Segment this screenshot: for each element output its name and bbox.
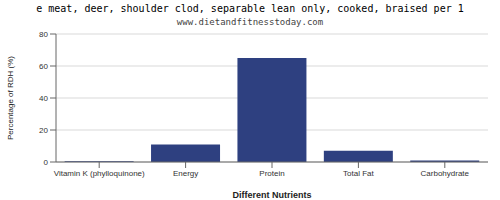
svg-text:Vitamin K (phylloquinone): Vitamin K (phylloquinone) (54, 169, 145, 178)
svg-text:60: 60 (39, 62, 48, 71)
html-text:www.dietandfitnesstoday.com: www.dietandfitnesstoday.com (176, 17, 324, 27)
svg-text:Protein: Protein (259, 169, 284, 178)
svg-text:Energy: Energy (173, 169, 198, 178)
svg-text:Different Nutrients: Different Nutrients (232, 190, 311, 200)
svg-text:80: 80 (39, 30, 48, 39)
svg-text:Total Fat: Total Fat (343, 169, 374, 178)
svg-text:0: 0 (44, 158, 49, 167)
svg-text:40: 40 (39, 94, 48, 103)
svg-text:Percentage of RDH (%): Percentage of RDH (%) (8, 56, 15, 140)
svg-text:20: 20 (39, 126, 48, 135)
html-text:e meat, deer, shoulder clod, s: e meat, deer, shoulder clod, separable l… (36, 3, 464, 14)
svg-text:Carbohydrate: Carbohydrate (421, 169, 470, 178)
